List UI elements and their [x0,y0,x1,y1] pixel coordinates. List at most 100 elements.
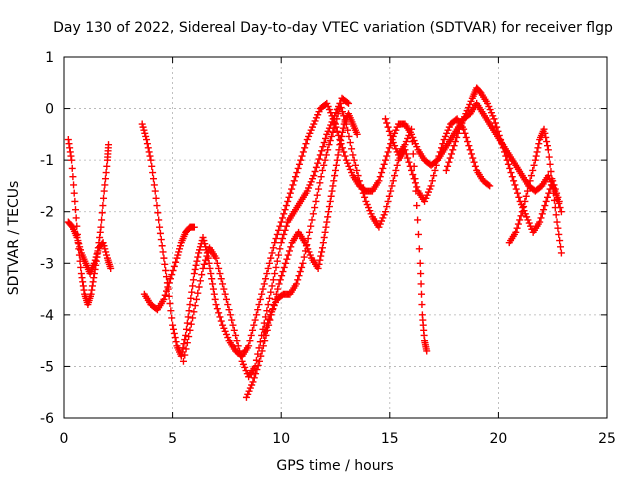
series-trace-1 [64,136,113,309]
data-point [75,240,83,248]
data-point [107,264,115,272]
data-point [318,166,326,174]
data-point [161,260,169,268]
data-point [388,182,396,190]
data-point [527,172,535,180]
data-point [171,334,179,342]
data-point [77,246,85,254]
data-point [92,253,100,261]
data-point [327,192,335,200]
data-point [351,161,359,169]
data-point [308,216,316,224]
data-point [531,156,539,164]
data-point [414,216,422,224]
data-point [100,187,108,195]
data-point [160,295,168,303]
data-point [256,295,264,303]
data-point [279,268,287,276]
data-point [163,273,171,281]
data-point [430,172,438,180]
data-point [189,314,197,322]
data-point [436,148,444,156]
data-point [102,248,110,256]
data-point [179,344,187,352]
data-point [525,219,533,227]
data-point [219,321,227,329]
data-point [259,342,267,350]
data-point [445,158,453,166]
data-point [263,270,271,278]
data-point [392,145,400,153]
data-point [280,230,288,238]
chart-title: Day 130 of 2022, Sidereal Day-to-day VTE… [53,20,613,36]
data-point [185,307,193,315]
data-point [415,245,423,253]
data-point [311,167,319,175]
data-point [224,301,232,309]
data-point [384,197,392,205]
data-point [549,182,557,190]
data-point [545,153,553,161]
data-point [186,301,194,309]
data-point [418,301,426,309]
data-point [265,259,273,267]
data-point [467,150,475,158]
data-point [255,301,263,309]
data-point [444,126,452,134]
data-point [316,179,324,187]
data-point [557,208,565,216]
data-point [70,189,78,197]
data-point [190,270,198,278]
data-point [410,162,418,170]
data-point [312,114,320,122]
data-point [342,156,350,164]
series-trace-5 [179,99,494,381]
data-point [208,275,216,283]
data-point [169,321,177,329]
data-point [541,202,549,210]
data-point [385,144,393,152]
data-point [470,158,478,166]
data-point [349,151,357,159]
data-point [338,132,346,140]
data-point [423,347,431,355]
data-point [277,239,285,247]
data-point [391,129,399,137]
data-point [401,141,409,149]
data-point [252,370,260,378]
data-point [206,264,214,272]
data-point [181,351,189,359]
data-point [449,146,457,154]
data-point [93,250,101,258]
data-point [502,152,510,160]
data-point [294,276,302,284]
data-point [485,103,493,111]
data-point [465,142,473,150]
data-point [303,136,311,144]
data-point [154,209,162,217]
data-point [314,111,322,119]
data-point [282,202,290,210]
data-point [515,193,523,201]
data-point [431,166,439,174]
data-point [305,228,313,236]
data-point [267,288,275,296]
data-points [64,84,565,401]
data-point [172,258,180,266]
data-point [302,140,310,148]
data-point [552,211,560,219]
data-point [317,252,325,260]
data-point [466,100,474,108]
data-point [323,218,331,226]
data-point [268,249,276,257]
data-point [511,181,519,189]
data-point [332,161,340,169]
data-point [426,185,434,193]
data-point [504,160,512,168]
data-point [233,337,241,345]
data-point [270,302,278,310]
data-point [414,230,422,238]
y-tick-label: -4 [40,308,54,324]
data-point [216,313,224,321]
data-point [73,234,81,241]
